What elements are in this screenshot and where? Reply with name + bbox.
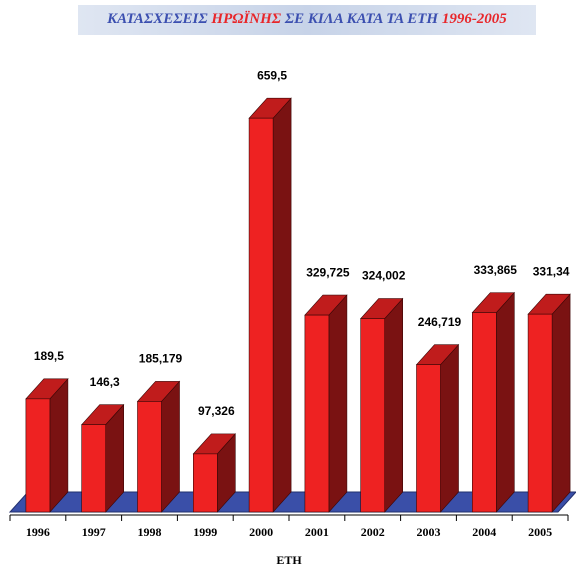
- bar: [193, 453, 218, 513]
- x-tick-label: 2005: [528, 525, 552, 539]
- bar-side: [49, 378, 69, 513]
- bar-side: [161, 380, 180, 513]
- x-tick-label: 2001: [305, 525, 329, 539]
- bar: [416, 364, 441, 513]
- x-tick-label: 1996: [26, 525, 50, 539]
- data-label: 185,179: [139, 352, 183, 366]
- bar-side: [495, 291, 515, 513]
- x-tick-label: 2003: [417, 525, 441, 539]
- chart-title: ΚΑΤΑΣΧΕΣΕΙΣ ΗΡΩΪΝΗΣ ΣΕ ΚΙΛΑ ΚΑΤΑ ΤΑ ΕΤΗ …: [106, 11, 507, 27]
- data-label: 189,5: [34, 349, 64, 363]
- x-tick-label: 2004: [472, 525, 496, 539]
- title-part: ΣΕ ΚΙΛΑ ΚΑΤΑ ΤΑ ΕΤΗ: [284, 11, 440, 27]
- bar-side: [551, 293, 571, 513]
- x-tick-label: 2002: [361, 525, 385, 539]
- title-part: ΗΡΩΪΝΗΣ: [210, 11, 281, 27]
- bar: [248, 117, 274, 513]
- bar: [527, 313, 553, 513]
- bar: [360, 318, 386, 513]
- bar: [304, 314, 330, 513]
- data-label: 146,3: [90, 375, 120, 389]
- data-label: 329,725: [306, 265, 350, 279]
- data-label: 659,5: [257, 68, 287, 82]
- bar: [81, 424, 106, 513]
- bar-side: [440, 343, 459, 513]
- bar: [471, 312, 497, 513]
- data-label: 331,34: [533, 264, 570, 278]
- bar-side: [272, 97, 292, 513]
- bar: [25, 398, 51, 513]
- data-label: 97,326: [198, 404, 235, 418]
- data-label: 333,865: [474, 263, 518, 277]
- bar: [137, 401, 162, 513]
- title-part: 1996-2005: [442, 11, 507, 27]
- x-tick-label: 1999: [193, 525, 217, 539]
- x-tick-label: 1998: [138, 525, 162, 539]
- title-part: ΚΑΤΑΣΧΕΣΕΙΣ: [106, 11, 208, 27]
- x-tick-label: 2000: [249, 525, 273, 539]
- bar-side: [328, 294, 348, 513]
- data-label: 246,719: [418, 315, 462, 329]
- x-tick-label: 1997: [82, 525, 106, 539]
- data-label: 324,002: [362, 269, 406, 283]
- bar-side: [384, 297, 404, 513]
- title-background: [78, 5, 536, 35]
- x-axis-label: ΕΤΗ: [276, 553, 302, 565]
